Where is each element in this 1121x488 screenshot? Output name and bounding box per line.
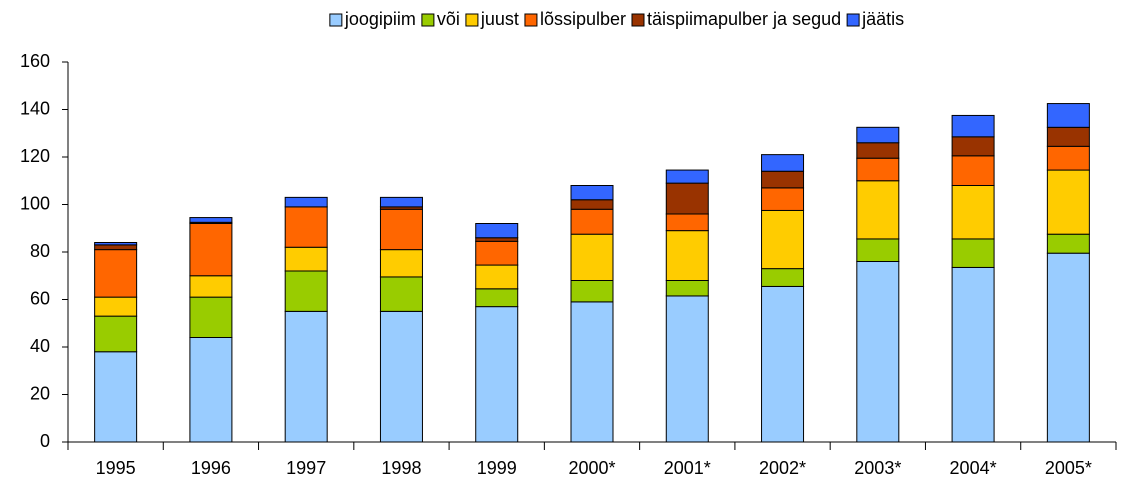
y-tick-label: 40 [30, 336, 50, 356]
bar-segment [761, 268, 805, 287]
bar-segment [570, 233, 614, 281]
bar-segment [284, 310, 328, 443]
x-tick-label: 2004* [950, 458, 997, 478]
legend-swatch [631, 13, 645, 27]
x-tick-label: 2000* [568, 458, 615, 478]
bar-segment [475, 240, 519, 266]
bar-segment [379, 249, 423, 278]
bar-segment [1046, 126, 1090, 147]
legend: joogipiim või juust lõssipulber täispiimapul… [329, 9, 904, 29]
bar-segment [570, 280, 614, 303]
bar-segment [475, 306, 519, 443]
bar-segment [475, 223, 519, 239]
y-tick-label: 160 [20, 51, 50, 71]
bar-segment [1046, 103, 1090, 128]
bar-segment [761, 187, 805, 211]
x-tick-label: 1998 [381, 458, 421, 478]
legend-swatch [465, 13, 479, 27]
bar-segment [665, 182, 709, 215]
bar-segment [189, 223, 233, 277]
legend-swatch [421, 13, 435, 27]
bar-segment [94, 315, 138, 353]
bar-segment [665, 295, 709, 443]
bar-segment [951, 136, 995, 157]
bar-segment [1046, 145, 1090, 171]
bar-segment [570, 199, 614, 210]
bar-segment [284, 206, 328, 248]
bar-segment [284, 196, 328, 208]
legend-swatch [329, 13, 343, 27]
bar-segment [951, 238, 995, 268]
bar-segment [1046, 252, 1090, 443]
bar-segment [761, 170, 805, 189]
bar-segment [284, 270, 328, 312]
bar-segment [475, 237, 519, 242]
bar-segment [665, 169, 709, 184]
bar-segment [856, 261, 900, 443]
x-tick-label: 1995 [96, 458, 136, 478]
x-tick-label: 2001* [664, 458, 711, 478]
x-tick-label: 1999 [477, 458, 517, 478]
x-tick-label: 1997 [286, 458, 326, 478]
x-tick-label: 1996 [191, 458, 231, 478]
bar-segment [665, 280, 709, 297]
y-tick-label: 120 [20, 146, 50, 166]
y-tick-label: 140 [20, 98, 50, 118]
bar-segment [856, 180, 900, 240]
bar-segment [189, 296, 233, 338]
bar-segment [570, 301, 614, 443]
bar-segment [951, 155, 995, 186]
x-tick-label: 2002* [759, 458, 806, 478]
bar-segment [665, 230, 709, 281]
bar-segment [570, 185, 614, 201]
bar-segment [951, 114, 995, 138]
legend-swatch [524, 13, 538, 27]
bar-segment [856, 142, 900, 159]
bar-segment [475, 288, 519, 308]
y-tick-label: 100 [20, 193, 50, 213]
x-tick-label: 2005* [1045, 458, 1092, 478]
legend-label: või [437, 9, 460, 29]
bar-segment [856, 126, 900, 144]
bar-segment [189, 337, 233, 443]
bar-segment [856, 238, 900, 262]
bar-segment [761, 285, 805, 443]
bar-segment [379, 196, 423, 208]
legend-label: lõssipulber [540, 9, 626, 29]
bar-segment [94, 244, 138, 251]
bar-segment [1046, 233, 1090, 254]
bar-segment [475, 264, 519, 290]
bar-segment [94, 296, 138, 317]
bar-segment [951, 266, 995, 443]
bar-segment [94, 249, 138, 298]
bar-segment [761, 209, 805, 270]
y-tick-label: 60 [30, 288, 50, 308]
x-tick-label: 2003* [854, 458, 901, 478]
bar-segment [189, 275, 233, 298]
bar-segment [94, 242, 138, 246]
y-tick-label: 80 [30, 241, 50, 261]
bar-segment [856, 157, 900, 182]
bar-segment [379, 208, 423, 251]
bar-segment [665, 213, 709, 232]
y-tick-label: 20 [30, 383, 50, 403]
y-tick-label: 0 [40, 431, 50, 451]
bar-segment [94, 351, 138, 443]
bar-segment [951, 185, 995, 240]
bar-segment [379, 310, 423, 443]
bar-segment [1046, 169, 1090, 235]
legend-swatch [846, 13, 860, 27]
legend-label: joogipiim [344, 9, 416, 29]
bar-segment [379, 276, 423, 312]
bar-segment [284, 246, 328, 272]
bar-segment [761, 154, 805, 172]
legend-label: juust [480, 9, 519, 29]
legend-label: jäätis [861, 9, 904, 29]
legend-label: täispiimapulber ja segud [647, 9, 841, 29]
bar-segment [189, 217, 233, 223]
bar-segment [570, 208, 614, 235]
